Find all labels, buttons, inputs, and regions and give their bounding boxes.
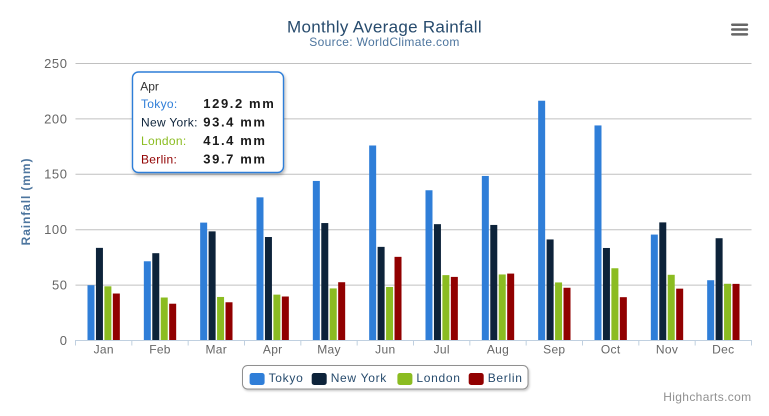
svg-text:May: May — [317, 343, 341, 357]
svg-text:150: 150 — [44, 167, 67, 182]
svg-text:Apr: Apr — [140, 80, 159, 94]
svg-text:Tokyo: Tokyo — [269, 371, 304, 385]
svg-text:Highcharts.com: Highcharts.com — [663, 390, 751, 404]
svg-text:Feb: Feb — [149, 343, 171, 357]
svg-text:Dec: Dec — [712, 343, 734, 357]
svg-text:129.2 mm: 129.2 mm — [203, 96, 275, 111]
svg-text:Nov: Nov — [656, 343, 678, 357]
svg-text:Jan: Jan — [94, 343, 114, 357]
svg-text:39.7 mm: 39.7 mm — [203, 152, 266, 167]
svg-text:Berlin: Berlin — [488, 371, 523, 385]
svg-text:0: 0 — [60, 333, 68, 348]
svg-text:250: 250 — [44, 56, 67, 71]
svg-text:Berlin:: Berlin: — [141, 153, 177, 167]
svg-text:Mar: Mar — [206, 343, 228, 357]
svg-text:41.4 mm: 41.4 mm — [203, 133, 266, 148]
svg-text:Jun: Jun — [375, 343, 395, 357]
svg-text:London:: London: — [141, 134, 186, 148]
svg-text:New York:: New York: — [141, 116, 198, 130]
svg-text:93.4 mm: 93.4 mm — [203, 115, 266, 130]
svg-text:Rainfall (mm): Rainfall (mm) — [19, 158, 33, 246]
svg-text:London: London — [416, 371, 460, 385]
svg-text:Monthly Average Rainfall: Monthly Average Rainfall — [287, 18, 482, 37]
svg-text:100: 100 — [44, 222, 67, 237]
svg-text:New York: New York — [331, 371, 388, 385]
svg-text:200: 200 — [44, 111, 67, 126]
svg-text:Apr: Apr — [263, 343, 283, 357]
svg-text:Oct: Oct — [601, 343, 621, 357]
svg-text:Tokyo:: Tokyo: — [141, 97, 177, 111]
svg-text:Jul: Jul — [434, 343, 450, 357]
svg-text:50: 50 — [52, 278, 68, 293]
svg-text:Source: WorldClimate.com: Source: WorldClimate.com — [309, 35, 459, 49]
svg-text:Aug: Aug — [487, 343, 509, 357]
svg-text:Sep: Sep — [543, 343, 565, 357]
